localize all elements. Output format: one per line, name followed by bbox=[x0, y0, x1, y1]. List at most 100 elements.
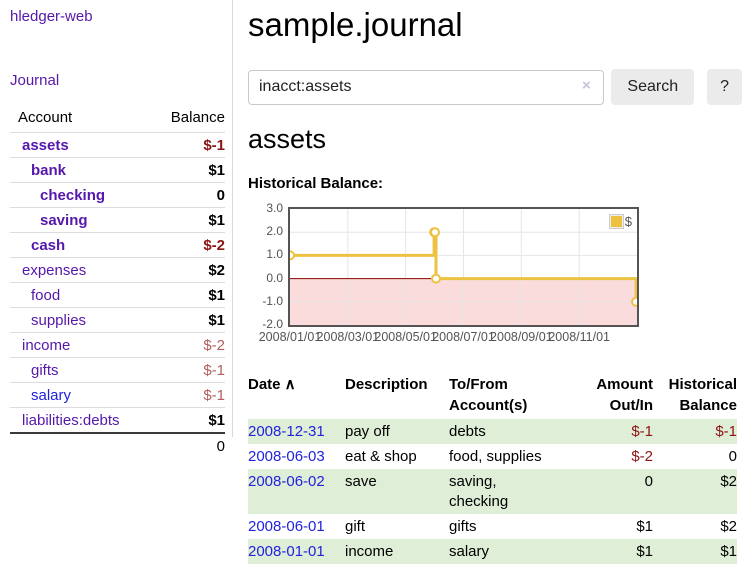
transaction-description: pay off bbox=[345, 423, 390, 440]
register-table: Date ∧ Description To/From Account(s) Amount… bbox=[248, 371, 737, 564]
search-form: × Search ? bbox=[248, 69, 742, 105]
transaction-description: save bbox=[345, 473, 377, 490]
clear-search-icon[interactable]: × bbox=[582, 77, 591, 94]
x-axis-tick-label: 2008/05/01 bbox=[374, 330, 437, 344]
y-axis-tick-label: 3.0 bbox=[266, 201, 283, 215]
sidebar-account-row: supplies $1 bbox=[10, 307, 225, 333]
transaction-description: gift bbox=[345, 518, 366, 535]
register-column-header: Amount Out/In bbox=[596, 376, 653, 414]
sidebar-account-link[interactable]: assets bbox=[22, 137, 69, 154]
sidebar-account-link[interactable]: supplies bbox=[31, 312, 87, 329]
transaction-date-link[interactable]: 2008-12-31 bbox=[248, 423, 325, 440]
sidebar-account-link[interactable]: saving bbox=[40, 212, 88, 229]
legend-label: $ bbox=[624, 214, 632, 229]
accounts-header-account: Account bbox=[18, 109, 73, 126]
sort-ascending-icon: ∧ bbox=[280, 376, 296, 393]
transaction-balance: $1 bbox=[720, 543, 737, 560]
transaction-amount: $-1 bbox=[631, 423, 653, 440]
chart-heading: Historical Balance: bbox=[248, 175, 384, 192]
register-column-header: Historical Balance bbox=[668, 376, 737, 414]
sidebar-account-link[interactable]: income bbox=[22, 337, 71, 354]
transaction-description: income bbox=[345, 543, 394, 560]
sidebar-total-row: 0 bbox=[10, 432, 225, 458]
transaction-amount: $-2 bbox=[631, 448, 653, 465]
transaction-date-link[interactable]: 2008-06-03 bbox=[248, 448, 325, 465]
sidebar-account-row: cash $-2 bbox=[10, 232, 225, 258]
sidebar-account-balance: $1 bbox=[117, 282, 225, 308]
register-column-header: To/From Account(s) bbox=[449, 376, 528, 414]
app-title: hledger-web bbox=[10, 8, 232, 25]
x-axis-tick-label: 2008/01/01 bbox=[258, 330, 322, 344]
x-axis-tick-label: 2008/11/01 bbox=[548, 330, 610, 344]
transaction-accounts: debts bbox=[449, 423, 486, 440]
transaction-balance: $2 bbox=[720, 473, 737, 490]
transaction-balance: $2 bbox=[720, 518, 737, 535]
app-title-link[interactable]: hledger-web bbox=[10, 8, 93, 25]
transaction-accounts: salary bbox=[449, 543, 490, 560]
register-column-header: Description bbox=[345, 376, 428, 393]
account-heading: assets bbox=[248, 124, 327, 154]
transaction-description: eat & shop bbox=[345, 448, 417, 465]
accounts-header-balance: Balance bbox=[170, 109, 225, 126]
register-row: 2008-06-01 gift gifts $1 $2 bbox=[248, 514, 737, 539]
x-axis-tick-label: 2008/07/01 bbox=[432, 330, 495, 344]
sidebar-account-row: saving $1 bbox=[10, 207, 225, 233]
register-row: 2008-06-03 eat & shop food, supplies $-2 0 bbox=[248, 444, 737, 469]
help-button[interactable]: ? bbox=[707, 69, 742, 105]
transaction-amount: $1 bbox=[636, 518, 653, 535]
sidebar-account-link[interactable]: salary bbox=[31, 387, 72, 404]
transaction-date-link[interactable]: 2008-06-02 bbox=[248, 473, 325, 490]
register-table-header: Date ∧ Description To/From Account(s) Amount… bbox=[248, 371, 737, 419]
sidebar-account-row: checking 0 bbox=[10, 182, 225, 208]
legend-swatch-icon bbox=[608, 214, 624, 229]
sidebar-account-link[interactable]: gifts bbox=[31, 362, 59, 379]
sidebar-account-row: liabilities:debts $1 bbox=[10, 407, 225, 433]
y-axis-tick-label: -1.0 bbox=[262, 293, 283, 308]
transaction-amount: 0 bbox=[644, 473, 653, 490]
y-axis-tick-label: 2.0 bbox=[266, 224, 283, 239]
sidebar-account-balance: $-2 bbox=[117, 232, 225, 258]
sidebar-account-balance: $1 bbox=[117, 157, 225, 183]
chart-legend: $ bbox=[608, 214, 632, 229]
main-content: sample.journal × Search ? assets Histori… bbox=[248, 0, 742, 564]
sidebar-account-balance: $-2 bbox=[117, 332, 225, 358]
transaction-date-link[interactable]: 2008-01-01 bbox=[248, 543, 325, 560]
y-axis-tick-label: 1.0 bbox=[266, 247, 283, 262]
journal-link[interactable]: Journal bbox=[10, 72, 60, 89]
register-column-header[interactable]: Date ∧ bbox=[248, 376, 296, 393]
sidebar-account-row: bank $1 bbox=[10, 157, 225, 183]
sidebar-account-link[interactable]: bank bbox=[31, 162, 67, 179]
search-input[interactable] bbox=[248, 69, 605, 105]
sidebar-account-link[interactable]: checking bbox=[40, 187, 106, 204]
chart-svg bbox=[290, 209, 637, 325]
y-axis-tick-label: -2.0 bbox=[262, 317, 283, 331]
sidebar-account-row: gifts $-1 bbox=[10, 357, 225, 383]
x-axis-tick-label: 2008/09/01 bbox=[490, 330, 553, 344]
sidebar-account-balance: 0 bbox=[117, 182, 225, 208]
sidebar-account-link[interactable]: liabilities:debts bbox=[22, 412, 120, 429]
transaction-date-link[interactable]: 2008-06-01 bbox=[248, 518, 325, 535]
page-title: sample.journal bbox=[248, 6, 463, 43]
sidebar-account-balance: $-1 bbox=[117, 382, 225, 408]
register-row: 2008-12-31 pay off debts $-1 $-1 bbox=[248, 419, 737, 444]
x-axis-tick-label: 2008/03/01 bbox=[316, 330, 380, 344]
sidebar-account-link[interactable]: food bbox=[31, 287, 61, 304]
sidebar-account-balance: $1 bbox=[117, 307, 225, 333]
transaction-accounts: saving, checking bbox=[449, 473, 509, 510]
historical-balance-chart: $ 3.0 2.0 1.0 0.0 -1.0 -2.0 2008/01/01 2008/03… bbox=[248, 201, 708, 347]
sidebar-account-balance: $1 bbox=[117, 207, 225, 233]
sidebar-total-balance: 0 bbox=[117, 432, 225, 458]
sidebar-account-balance: $1 bbox=[117, 407, 225, 433]
sidebar-account-link[interactable]: cash bbox=[31, 237, 66, 254]
transaction-amount: $1 bbox=[636, 543, 653, 560]
sidebar-account-link[interactable]: expenses bbox=[22, 262, 87, 279]
sidebar-account-row: assets $-1 bbox=[10, 132, 225, 158]
sidebar-account-balance: $2 bbox=[117, 257, 225, 283]
transaction-accounts: gifts bbox=[449, 518, 477, 535]
sidebar: hledger-web Journal Account Balance asse… bbox=[0, 0, 233, 458]
search-button[interactable]: Search bbox=[611, 69, 695, 105]
transaction-accounts: food, supplies bbox=[449, 448, 542, 465]
accounts-table-header: Account Balance bbox=[10, 107, 225, 133]
register-row: 2008-01-01 income salary $1 $1 bbox=[248, 539, 737, 564]
sidebar-account-balance: $-1 bbox=[117, 132, 225, 158]
